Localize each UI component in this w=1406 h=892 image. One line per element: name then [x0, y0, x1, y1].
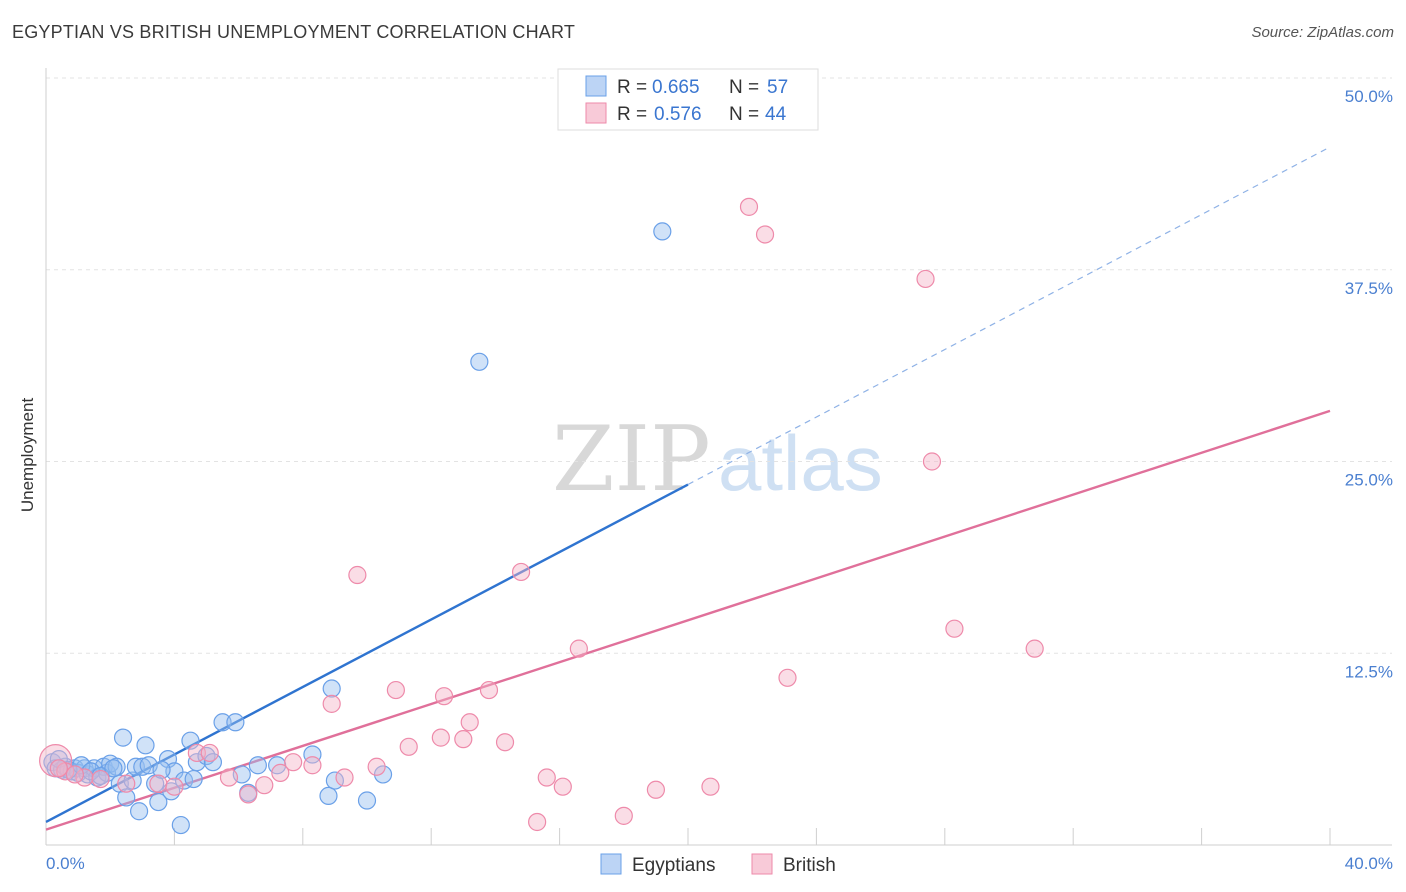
legend-swatch-british	[585, 102, 607, 124]
point-british-31	[569, 639, 588, 658]
point-british-30	[553, 777, 572, 796]
trend-line-egyptians	[45, 483, 689, 824]
point-british-16	[335, 768, 354, 787]
x-tick-label-max: 40.0%	[1345, 854, 1393, 873]
point-egyptians-32	[184, 769, 203, 789]
point-egyptians-20	[129, 802, 149, 821]
point-egyptians-22	[136, 736, 155, 755]
point-british-12	[271, 763, 290, 783]
point-egyptians-42	[303, 745, 322, 764]
point-british-29	[537, 768, 556, 787]
bottom-legend-egyptians: Egyptians	[632, 855, 715, 876]
point-british-25	[479, 680, 499, 700]
point-british-37	[778, 668, 797, 687]
point-british-39	[922, 452, 942, 471]
bottom-legend-swatch-egyptians	[600, 853, 622, 875]
point-egyptians-25	[149, 792, 168, 812]
point-egyptians-49	[653, 222, 672, 241]
point-british-40	[945, 619, 964, 638]
y-tick-label-1: 25.0%	[1345, 471, 1393, 490]
point-egyptians-43	[319, 786, 338, 806]
point-british-17	[348, 565, 367, 585]
watermark-atlas: atlas	[718, 419, 883, 507]
point-british-11	[255, 776, 274, 795]
point-british-7	[187, 743, 206, 763]
point-british-27	[511, 562, 531, 582]
watermark-zip: ZIP	[552, 407, 711, 512]
point-british-5	[149, 774, 168, 793]
point-british-19	[386, 680, 405, 700]
point-egyptians-17	[117, 788, 136, 807]
point-british-41	[1025, 639, 1044, 658]
point-egyptians-36	[213, 713, 232, 732]
point-british-8	[200, 743, 219, 763]
x-tick-label-min: 0.0%	[46, 854, 85, 873]
y-tick-label-3: 50.0%	[1345, 87, 1393, 106]
point-british-24	[460, 713, 479, 732]
point-egyptians-30	[174, 771, 194, 790]
point-egyptians-37	[226, 713, 245, 732]
gridlines	[46, 77, 1392, 654]
point-british-35	[739, 197, 759, 216]
legend-r-label-2: R =	[617, 104, 647, 125]
legend-n-label-2: N =	[729, 104, 759, 125]
legend-r-value-british: 0.576	[654, 104, 702, 125]
point-egyptians-16	[113, 728, 133, 747]
point-british-21	[431, 728, 450, 747]
source-credit: Source: ZipAtlas.com	[1251, 24, 1394, 41]
point-british-9	[219, 768, 239, 787]
y-tick-label-2: 37.5%	[1345, 279, 1393, 298]
trend-line-extension-egyptians	[687, 146, 1331, 486]
point-egyptians-29	[171, 815, 190, 835]
point-british-13	[284, 753, 303, 772]
bottom-legend-british: British	[783, 855, 836, 876]
point-british-18	[367, 757, 386, 776]
legend-swatch-egyptians	[585, 75, 607, 97]
point-british-22	[434, 687, 454, 706]
point-british-32	[614, 806, 633, 825]
point-egyptians-21	[133, 757, 152, 776]
trend-lines	[45, 146, 1331, 831]
point-british-42	[49, 759, 68, 778]
point-british-3	[91, 769, 110, 789]
point-british-15	[322, 694, 341, 713]
chart-title: EGYPTIAN VS BRITISH UNEMPLOYMENT CORRELA…	[12, 22, 576, 42]
point-egyptians-46	[357, 791, 377, 810]
y-tick-labels: 12.5% 25.0% 37.5% 50.0%	[1345, 87, 1393, 681]
legend-n-label-1: N =	[729, 77, 759, 98]
point-british-23	[454, 730, 473, 749]
bottom-legend: Egyptians British	[600, 853, 836, 876]
point-british-14	[303, 756, 322, 775]
point-british-34	[701, 777, 720, 796]
legend-n-value-british: 44	[765, 104, 787, 125]
point-british-38	[916, 269, 935, 289]
point-british-33	[646, 780, 666, 799]
y-axis-label: Unemployment	[18, 398, 37, 513]
point-british-20	[399, 737, 418, 756]
point-egyptians-56	[152, 760, 171, 779]
legend-r-value-egyptians: 0.665	[652, 77, 700, 98]
point-british-6	[165, 777, 184, 796]
point-british-10	[239, 785, 258, 804]
bottom-legend-swatch-british	[751, 853, 773, 875]
point-british-28	[528, 812, 547, 832]
legend-r-label-1: R =	[617, 77, 647, 98]
axes	[45, 68, 1392, 846]
point-egyptians-44	[322, 679, 341, 698]
trend-line-british	[45, 409, 1331, 831]
point-british-43	[65, 765, 84, 784]
point-egyptians-40	[248, 756, 267, 775]
point-british-4	[117, 774, 136, 793]
stats-legend: R = 0.665 N = 57 R = 0.576 N = 44	[557, 68, 819, 131]
point-british-26	[495, 733, 515, 752]
legend-n-value-egyptians: 57	[767, 77, 788, 98]
y-tick-label-0: 12.5%	[1345, 662, 1393, 681]
point-egyptians-55	[104, 759, 123, 778]
point-egyptians-33	[187, 753, 206, 772]
scatter-points	[39, 197, 1044, 835]
point-egyptians-48	[470, 352, 489, 371]
point-british-36	[755, 225, 775, 244]
